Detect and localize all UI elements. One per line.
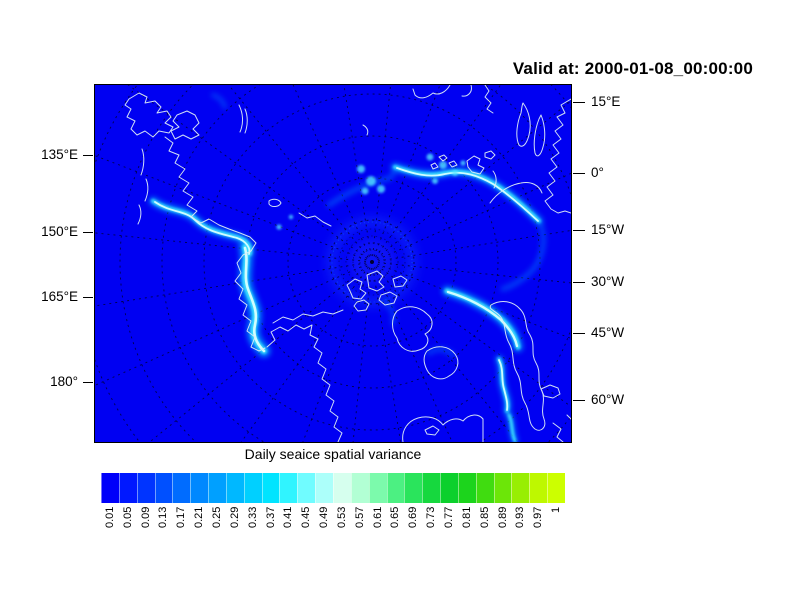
axis-label-left: 135°E	[41, 147, 78, 162]
colorbar-tick-label: 0.93	[514, 507, 527, 529]
axis-label-left: 180°	[50, 374, 78, 389]
colorbar-cell	[154, 473, 175, 503]
axis-tick-right	[573, 281, 585, 283]
colorbar-cell	[172, 473, 193, 503]
colorbar-cell	[404, 473, 425, 503]
colorbar-tick-label: 0.97	[532, 507, 545, 529]
colorbar-tick-label: 0.21	[193, 507, 206, 529]
axis-tick-left	[83, 231, 93, 233]
colorbar-tick-label: 0.53	[335, 507, 348, 529]
colorbar-tick-label: 0.41	[282, 507, 295, 529]
colorbar-tick-label: 0.65	[389, 507, 402, 529]
colorbar-cell	[208, 473, 228, 503]
axis-label-right: 15°W	[591, 222, 625, 237]
colorbar-tick-label: 0.25	[211, 507, 223, 529]
axis-tick-right	[573, 399, 585, 401]
colorbar-cell	[547, 473, 565, 503]
axis-tick-right	[573, 101, 585, 103]
axis-label-right: 30°W	[591, 274, 625, 289]
axis-tick-left	[83, 154, 93, 156]
axis-label-left: 165°E	[41, 289, 78, 304]
colorbar-cell	[101, 473, 121, 503]
colorbar-cell	[457, 473, 478, 503]
axis-tick-right	[573, 332, 585, 334]
colorbar-cell	[386, 473, 407, 503]
colorbar-cell	[279, 473, 300, 503]
colorbar-cell	[422, 473, 443, 503]
colorbar-cell	[333, 473, 353, 503]
colorbar-tick-label: 0.81	[460, 507, 473, 529]
colorbar-tick-label: 1	[550, 507, 563, 514]
colorbar-cell	[261, 473, 282, 503]
colorbar-tick-label: 0.61	[371, 507, 384, 529]
colorbar-tick-label: 0.85	[478, 507, 491, 529]
pole-latitude-rings	[338, 228, 406, 296]
colorbar-cell	[225, 473, 246, 503]
coastlines	[124, 84, 572, 443]
plot-title: Valid at: 2000-01-08_00:00:00	[512, 59, 753, 78]
colorbar-cell	[118, 473, 139, 503]
colorbar-tick-label: 0.89	[496, 507, 509, 529]
axis-tick-left	[83, 296, 93, 298]
colorbar-cell	[475, 473, 496, 503]
variance-blobs	[276, 153, 466, 230]
colorbar-cell	[136, 473, 157, 503]
variance-filaments-core	[154, 167, 539, 411]
axis-label-right: 0°	[591, 165, 604, 180]
axis-label-left: 150°E	[41, 224, 78, 239]
colorbar-tick-label: 0.73	[425, 507, 438, 529]
colorbar-tick-label: 0.09	[139, 507, 152, 529]
colorbar-cell	[350, 473, 371, 503]
axis-label-right: 45°W	[591, 325, 625, 340]
colorbar-tick-label: 0.45	[300, 507, 313, 529]
axis-label-right: 60°W	[591, 392, 625, 407]
colorbar-cell	[190, 473, 211, 503]
axis-tick-right	[573, 172, 585, 174]
colorbar-tick-label: 0.01	[103, 507, 116, 529]
colorbar-tick-label: 0.33	[246, 507, 259, 529]
colorbar-tick-label: 0.17	[175, 507, 188, 529]
colorbar-tick-label: 0.69	[407, 507, 420, 529]
colorbar-tick-label: 0.29	[228, 507, 241, 529]
colorbar-cell	[243, 473, 264, 503]
colorbar-cell	[368, 473, 389, 503]
colorbar-tick-label: 0.37	[264, 507, 277, 529]
axis-tick-left	[83, 381, 93, 383]
axis-label-right: 15°E	[591, 94, 621, 109]
colorbar-cell	[493, 473, 514, 503]
colorbar-tick-label: 0.77	[443, 507, 455, 529]
colorbar-tick-label: 0.05	[121, 507, 134, 529]
colorbar-tick-label: 0.13	[157, 507, 170, 529]
colorbar-cell	[315, 473, 335, 503]
colorbar-cell	[297, 473, 318, 503]
colorbar-cell	[529, 473, 550, 503]
colorbar-title: Daily seaice spatial variance	[244, 446, 422, 462]
colorbar-cell	[511, 473, 532, 503]
colorbar-cell	[440, 473, 460, 503]
colorbar	[101, 473, 565, 503]
colorbar-tick-label: 0.57	[353, 507, 366, 529]
colorbar-tick-label: 0.49	[318, 507, 331, 529]
axis-tick-right	[573, 229, 585, 231]
